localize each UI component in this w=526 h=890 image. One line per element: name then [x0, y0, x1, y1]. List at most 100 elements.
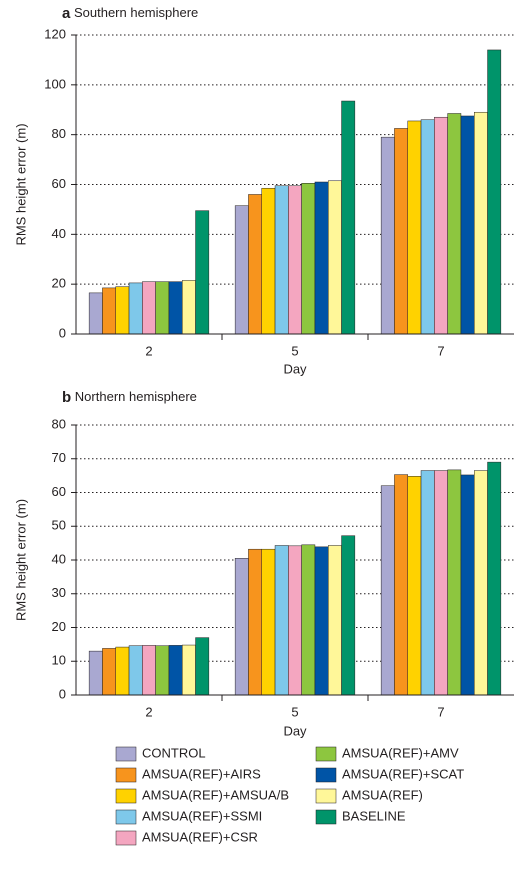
bar: [142, 645, 156, 696]
legend-swatch: [115, 767, 137, 783]
bar: [474, 111, 488, 335]
y-tick-label: 50: [52, 518, 66, 533]
legend-swatch: [315, 809, 337, 825]
bar: [407, 120, 422, 335]
y-tick-label: 70: [52, 450, 66, 465]
bar: [274, 545, 289, 696]
bar: [274, 185, 289, 335]
bar: [115, 646, 130, 696]
y-tick-label: 10: [52, 653, 66, 668]
bar: [234, 558, 249, 696]
legend-label: AMSUA(REF)+AMSUA/B: [142, 787, 289, 802]
bar: [115, 286, 130, 335]
bar: [168, 281, 183, 335]
bar: [128, 282, 143, 335]
bar: [288, 185, 302, 335]
bar: [261, 548, 276, 696]
panel-name: Northern hemisphere: [75, 389, 197, 404]
bar: [301, 544, 316, 696]
x-tick-label: 5: [291, 343, 298, 358]
bar: [420, 119, 435, 335]
bar: [460, 115, 475, 335]
legend-swatch: [315, 788, 337, 804]
bar: [487, 49, 502, 335]
bar: [288, 545, 302, 696]
bar: [420, 470, 435, 696]
y-tick-label: 20: [52, 619, 66, 634]
y-axis-label: RMS height error (m): [13, 123, 28, 245]
y-tick-label: 80: [52, 126, 66, 141]
bar: [88, 292, 103, 335]
legend-swatch: [115, 830, 137, 846]
y-tick-label: 0: [59, 686, 66, 701]
y-tick-label: 20: [52, 276, 66, 291]
legend-label: AMSUA(REF)+AMV: [342, 745, 459, 760]
y-tick-label: 0: [59, 325, 66, 340]
legend-label: BASELINE: [342, 808, 406, 823]
y-tick-label: 30: [52, 585, 66, 600]
x-tick-label: 7: [437, 704, 444, 719]
bar: [328, 545, 342, 696]
bar: [102, 648, 116, 696]
x-tick-label: 7: [437, 343, 444, 358]
bar: [301, 183, 316, 335]
bar: [195, 210, 210, 335]
panel-title: a Southern hemisphere: [62, 5, 198, 22]
panel-letter: a: [62, 5, 71, 22]
bar: [380, 485, 395, 696]
bar: [341, 535, 356, 696]
y-tick-label: 80: [52, 416, 66, 431]
y-tick-label: 40: [52, 551, 66, 566]
y-axis-label: RMS height error (m): [13, 499, 28, 621]
y-tick-label: 120: [44, 26, 66, 41]
legend-label: CONTROL: [142, 745, 206, 760]
legend-swatch: [115, 746, 137, 762]
y-tick-label: 100: [44, 76, 66, 91]
bar: [394, 474, 409, 696]
legend-swatch: [315, 746, 337, 762]
x-tick-label: 2: [145, 704, 152, 719]
bar: [142, 281, 156, 335]
bar: [182, 644, 196, 696]
panel-name: Southern hemisphere: [74, 5, 198, 20]
legend-swatch: [115, 809, 137, 825]
bar: [487, 461, 502, 696]
x-axis-label: Day: [283, 361, 307, 376]
legend-swatch: [315, 767, 337, 783]
legend-label: AMSUA(REF): [342, 787, 423, 802]
bar: [460, 474, 475, 696]
bar: [155, 645, 170, 696]
bar: [380, 136, 395, 335]
bar: [474, 470, 488, 696]
bar: [434, 470, 448, 696]
bar: [168, 645, 183, 696]
legend-label: AMSUA(REF)+SSMI: [142, 808, 262, 823]
bar: [314, 546, 329, 696]
bar: [341, 100, 356, 335]
bar: [407, 476, 422, 696]
bar: [434, 116, 448, 335]
legend-label: AMSUA(REF)+SCAT: [342, 766, 464, 781]
bar: [447, 113, 462, 335]
bar: [261, 187, 276, 335]
bar: [234, 205, 249, 335]
bar: [328, 180, 342, 335]
panel-letter: b: [62, 389, 71, 406]
bar: [195, 637, 210, 696]
bar: [182, 280, 196, 335]
legend-label: AMSUA(REF)+AIRS: [142, 766, 261, 781]
y-tick-label: 60: [52, 484, 66, 499]
bar: [248, 194, 262, 335]
y-tick-label: 40: [52, 226, 66, 241]
bar: [394, 128, 409, 335]
x-tick-label: 5: [291, 704, 298, 719]
bar: [128, 645, 143, 696]
x-axis-label: Day: [283, 723, 307, 738]
bar: [314, 181, 329, 335]
panel-title: b Northern hemisphere: [62, 389, 197, 406]
legend-swatch: [115, 788, 137, 804]
x-tick-label: 2: [145, 343, 152, 358]
bar: [88, 650, 103, 696]
legend-label: AMSUA(REF)+CSR: [142, 829, 258, 844]
